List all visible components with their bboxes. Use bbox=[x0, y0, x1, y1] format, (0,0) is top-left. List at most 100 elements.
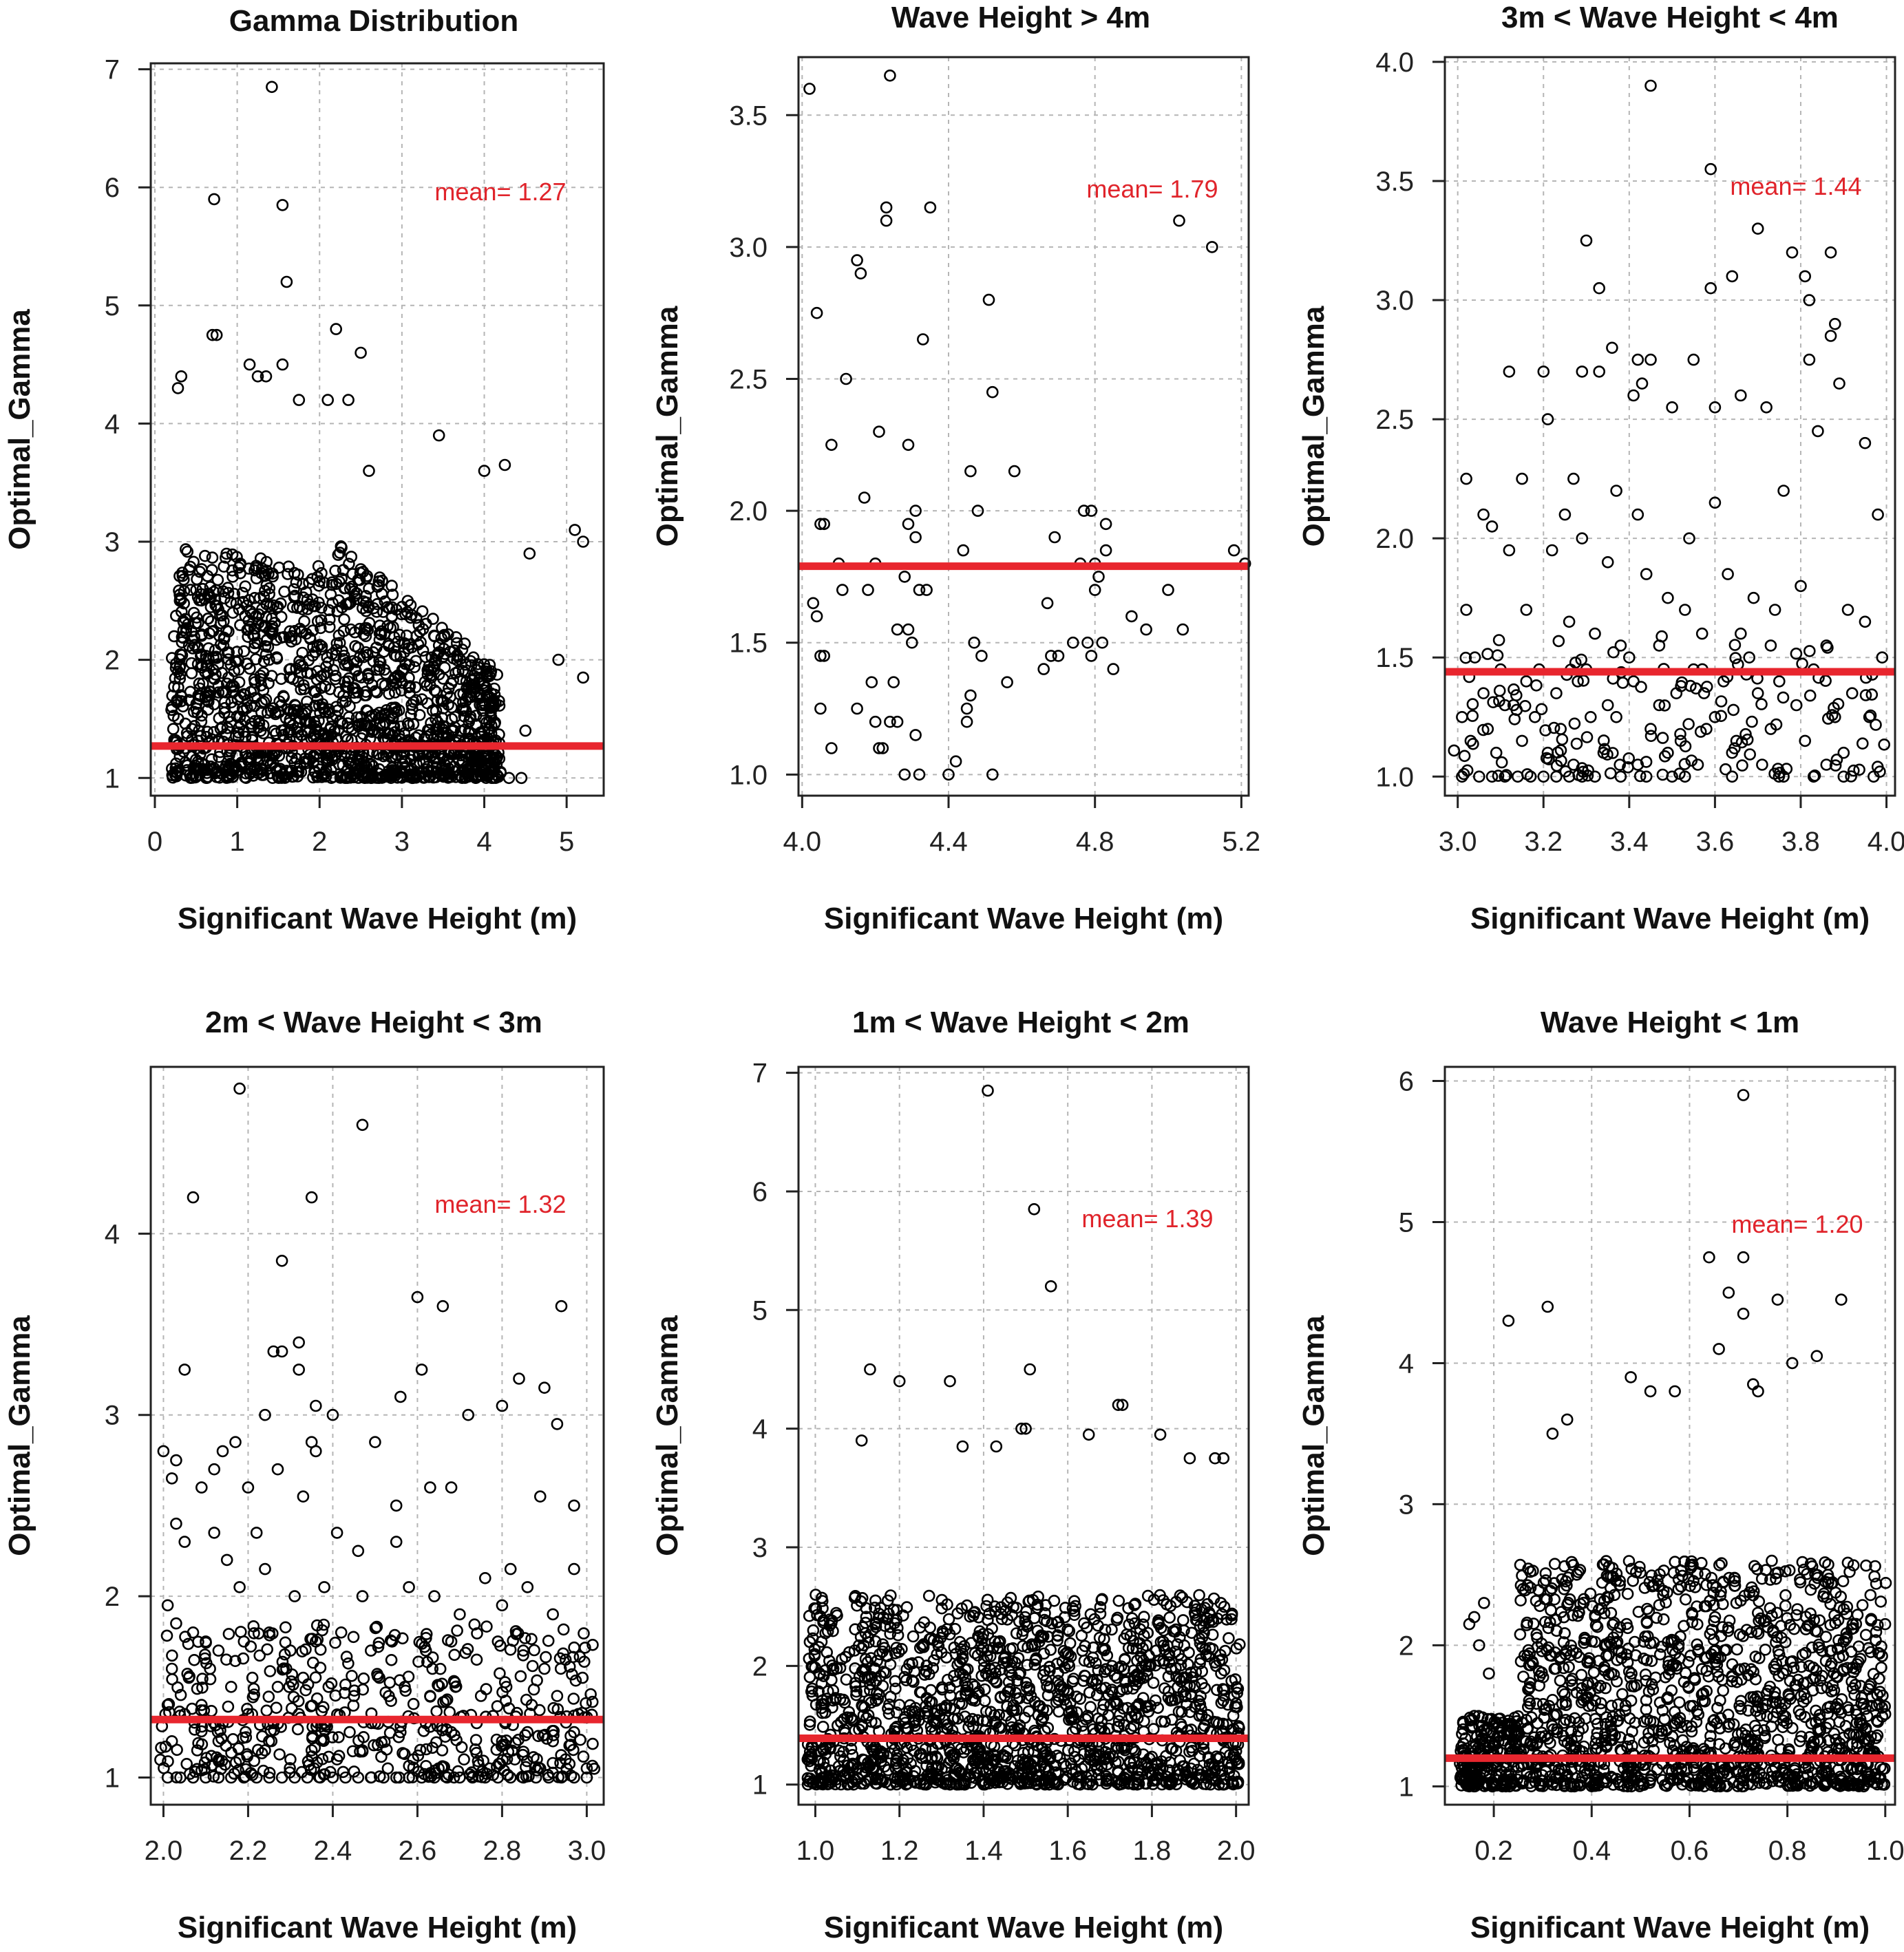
x-tick-label: 1 bbox=[229, 827, 244, 857]
x-tick-label: 2.4 bbox=[314, 1836, 352, 1866]
data-point bbox=[1112, 1595, 1125, 1607]
data-point bbox=[293, 1364, 306, 1376]
data-point bbox=[257, 683, 270, 697]
data-point bbox=[412, 638, 425, 651]
data-point bbox=[521, 1726, 534, 1739]
data-point bbox=[880, 201, 893, 214]
data-point bbox=[195, 563, 208, 575]
data-point bbox=[321, 394, 335, 406]
data-point bbox=[166, 763, 178, 775]
data-point bbox=[1751, 687, 1764, 700]
data-point bbox=[265, 626, 277, 639]
data-point bbox=[1570, 737, 1583, 750]
data-point bbox=[810, 610, 823, 623]
data-point bbox=[567, 1693, 580, 1705]
data-point bbox=[347, 1631, 360, 1644]
data-point bbox=[1824, 330, 1837, 342]
data-point bbox=[551, 1418, 564, 1430]
data-point bbox=[233, 1581, 246, 1593]
data-point bbox=[1644, 79, 1657, 92]
data-point bbox=[1837, 746, 1850, 759]
data-point bbox=[986, 385, 999, 399]
data-point bbox=[1001, 676, 1013, 689]
data-point bbox=[451, 1624, 463, 1637]
data-point bbox=[220, 1553, 233, 1567]
data-point bbox=[1163, 1611, 1176, 1624]
data-point bbox=[1041, 597, 1054, 610]
data-point bbox=[243, 358, 256, 371]
data-point bbox=[480, 1683, 493, 1695]
data-point bbox=[960, 715, 973, 728]
x-tick-label: 3.0 bbox=[568, 1836, 606, 1866]
data-point bbox=[309, 1445, 322, 1458]
data-point bbox=[237, 645, 251, 658]
data-point bbox=[349, 691, 362, 704]
y-tick-label: 2.5 bbox=[1375, 405, 1414, 435]
data-point bbox=[436, 1744, 449, 1757]
data-point bbox=[1735, 627, 1747, 640]
data-point bbox=[942, 1613, 955, 1626]
x-axis-label: Significant Wave Height (m) bbox=[824, 1911, 1223, 1944]
data-point bbox=[385, 1654, 398, 1666]
data-point bbox=[293, 1336, 306, 1349]
data-point bbox=[342, 394, 355, 406]
data-point bbox=[568, 1562, 580, 1576]
data-point bbox=[1845, 687, 1859, 700]
data-point bbox=[339, 659, 351, 671]
data-point bbox=[956, 1440, 969, 1453]
data-point bbox=[1777, 485, 1790, 497]
data-point bbox=[480, 1620, 493, 1633]
x-tick-label: 3.2 bbox=[1524, 827, 1563, 857]
data-point bbox=[1700, 680, 1713, 693]
chart-title: 2m < Wave Height < 3m bbox=[205, 1006, 542, 1039]
y-tick-label: 5 bbox=[752, 1295, 768, 1326]
data-point bbox=[182, 694, 195, 706]
data-point bbox=[201, 694, 213, 707]
data-point bbox=[1477, 687, 1490, 700]
data-point bbox=[448, 1648, 461, 1662]
data-point bbox=[329, 672, 342, 686]
data-point bbox=[909, 531, 922, 544]
data-point bbox=[455, 1741, 468, 1754]
data-point bbox=[390, 1536, 403, 1548]
y-tick-label: 2.0 bbox=[1375, 524, 1414, 554]
data-point bbox=[318, 1581, 330, 1593]
data-point bbox=[343, 558, 355, 571]
chart-title: 3m < Wave Height < 4m bbox=[1501, 1, 1839, 34]
data-point bbox=[193, 677, 206, 690]
data-point bbox=[1585, 711, 1597, 723]
data-point bbox=[424, 1481, 436, 1494]
data-point bbox=[1048, 531, 1061, 544]
data-point bbox=[873, 425, 885, 438]
y-tick-label: 6 bbox=[752, 1177, 768, 1207]
data-point bbox=[1466, 698, 1479, 710]
x-tick-label: 2.2 bbox=[229, 1836, 268, 1866]
data-point bbox=[1173, 214, 1185, 227]
data-point bbox=[1695, 627, 1709, 640]
data-point bbox=[178, 1364, 191, 1376]
data-point bbox=[1556, 733, 1569, 746]
data-point bbox=[187, 1626, 200, 1639]
dense-point-cloud bbox=[154, 1618, 601, 1784]
x-tick-label: 1.2 bbox=[880, 1836, 919, 1866]
data-point bbox=[1593, 282, 1605, 295]
y-tick-label: 1.0 bbox=[729, 760, 768, 790]
data-point bbox=[1052, 650, 1065, 662]
data-point bbox=[990, 1440, 1003, 1453]
data-point bbox=[1545, 544, 1558, 557]
data-point bbox=[1485, 520, 1499, 533]
data-point bbox=[208, 193, 220, 206]
data-point bbox=[1859, 436, 1872, 449]
data-point bbox=[408, 661, 421, 674]
data-point bbox=[1679, 604, 1691, 616]
x-axis-label: Significant Wave Height (m) bbox=[1470, 902, 1870, 935]
data-point bbox=[213, 750, 225, 763]
data-point bbox=[1653, 639, 1666, 652]
data-point bbox=[1715, 695, 1728, 708]
data-point bbox=[1567, 472, 1580, 485]
data-point bbox=[855, 1434, 868, 1447]
data-point bbox=[1223, 1632, 1235, 1644]
data-point bbox=[1833, 377, 1845, 390]
data-point bbox=[367, 646, 379, 659]
